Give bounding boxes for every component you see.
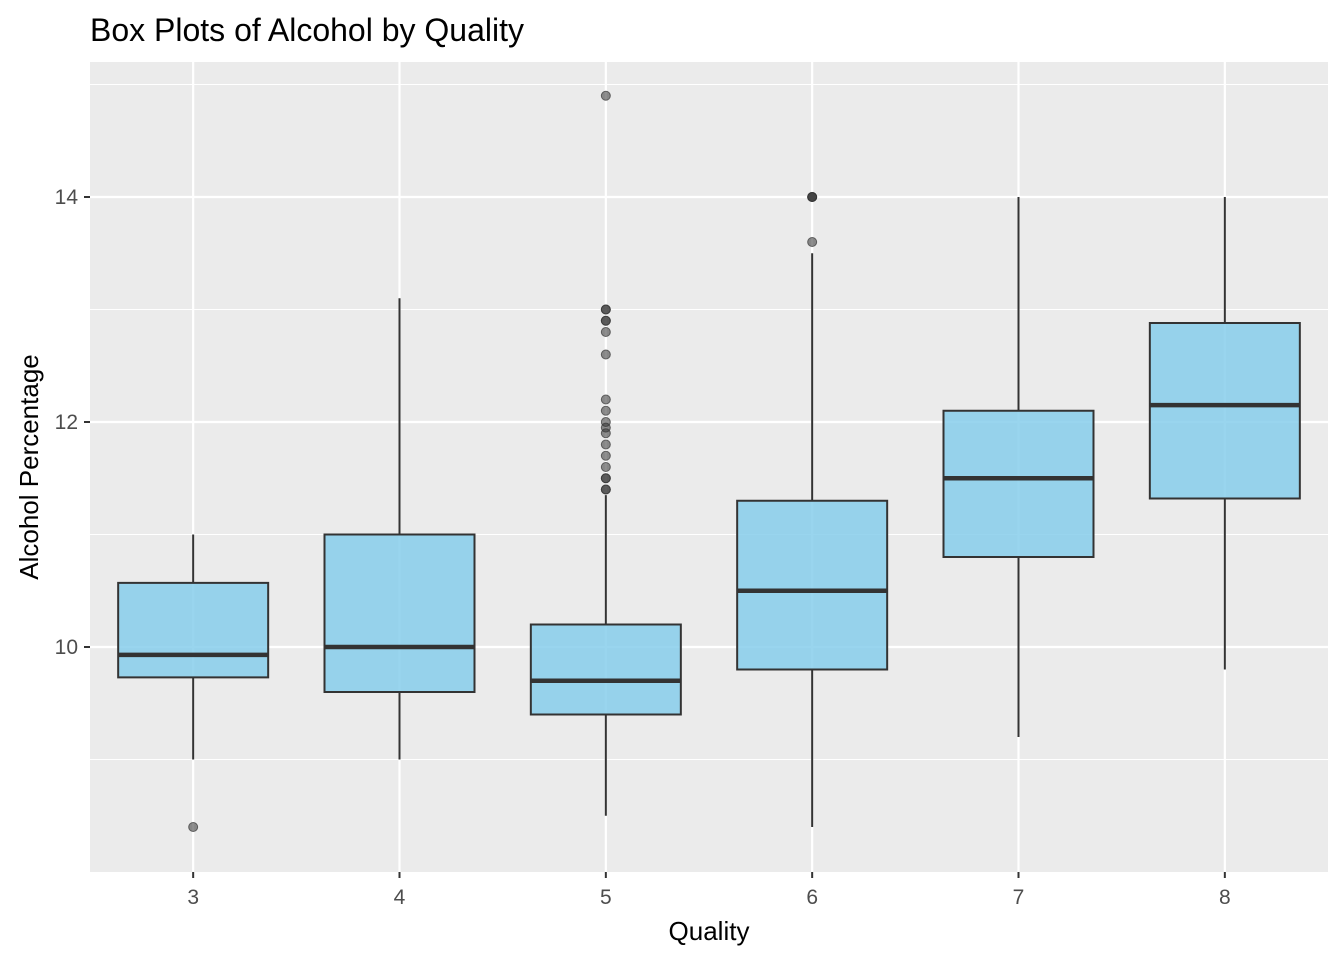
outlier-point (600, 90, 611, 101)
outlier-point (600, 439, 611, 450)
x-tick-label: 4 (394, 886, 406, 909)
box-quality-6 (736, 253, 889, 827)
y-axis-title: Alcohol Percentage (14, 354, 44, 579)
box-quality-4 (323, 298, 476, 760)
y-tick-label: 14 (55, 186, 79, 209)
minor-gridlines (90, 83, 1328, 761)
plot-panel (90, 62, 1328, 872)
x-tick-label: 6 (806, 886, 818, 909)
x-tick-label: 3 (187, 886, 199, 909)
outlier-point (188, 822, 199, 832)
x-tick-label: 5 (600, 886, 612, 909)
outlier-point (600, 473, 611, 484)
x-axis-title: Quality (669, 916, 750, 946)
y-tick-label: 12 (55, 411, 78, 434)
outlier-point (600, 484, 611, 495)
box-iqr (117, 581, 270, 679)
box-iqr (942, 409, 1095, 558)
outliers-layer (188, 90, 818, 832)
outlier-point (600, 405, 611, 416)
x-tick-label: 7 (1013, 886, 1025, 909)
outlier-point (600, 304, 611, 315)
chart-title: Box Plots of Alcohol by Quality (90, 12, 524, 48)
outlier-point (600, 394, 611, 405)
outlier-point (600, 327, 611, 337)
axis-ticks: 10 12 14 3 4 5 6 7 8 (55, 186, 1231, 909)
outlier-point (807, 192, 818, 202)
box-quality-3 (117, 534, 270, 760)
box-quality-5 (529, 495, 682, 816)
y-tick-label: 10 (55, 636, 78, 659)
box-iqr (736, 499, 889, 671)
outlier-point (600, 462, 611, 472)
outlier-point (600, 315, 611, 326)
outlier-point (600, 450, 611, 461)
box-iqr (1148, 322, 1301, 500)
box-quality-7 (942, 197, 1095, 737)
box-iqr (529, 623, 682, 716)
box-iqr (323, 533, 476, 693)
boxes-layer (117, 197, 1301, 827)
outlier-point (600, 349, 611, 360)
outlier-point (600, 417, 611, 427)
box-quality-8 (1148, 197, 1301, 670)
x-tick-label: 8 (1219, 886, 1231, 909)
outlier-point (807, 237, 818, 247)
